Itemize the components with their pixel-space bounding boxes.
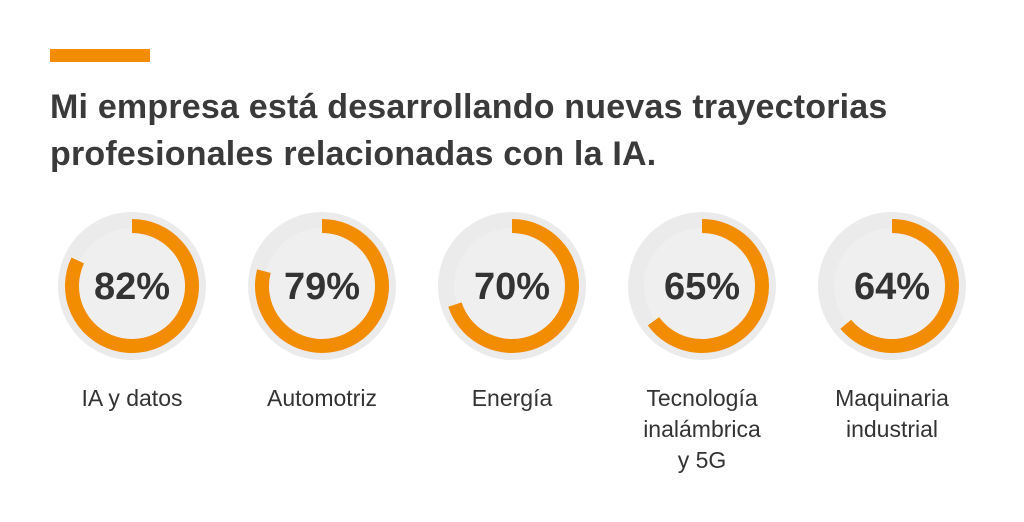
donut-item: 65% Tecnología inalámbrica y 5G — [628, 212, 776, 473]
donut-item: 79% Automotriz — [248, 212, 396, 411]
chart-title-line-2: profesionales relacionadas con la IA. — [50, 135, 657, 173]
donut-value-label: 64% — [854, 266, 930, 308]
donut-category-label-line: y 5G — [678, 447, 727, 473]
donut-category-label: Tecnología inalámbrica y 5G — [643, 385, 761, 473]
donut-value-arc — [448, 219, 579, 353]
donut-value-label: 79% — [284, 266, 360, 308]
donut-value-arc — [840, 219, 959, 353]
donut-inner-disc — [834, 228, 950, 344]
donut-value-label: 65% — [664, 266, 740, 308]
donut-value-label: 70% — [474, 266, 550, 308]
chart-title: Mi empresa está desarrollando nuevas tra… — [50, 84, 990, 178]
donut-category-label: IA y datos — [81, 385, 182, 411]
donut-category-label-line: Tecnología — [646, 385, 757, 411]
donut-item: 64% Maquinaria industrial — [818, 212, 966, 442]
donut-category-label-line: Energía — [472, 385, 553, 411]
donut-category-label-line: Maquinaria — [835, 385, 949, 411]
donut-inner-disc — [454, 228, 570, 344]
donut-inner-disc — [644, 228, 760, 344]
donut-value-label: 82% — [94, 266, 170, 308]
donut-category-label: Energía — [472, 385, 553, 411]
donut-category-label: Maquinaria industrial — [835, 385, 949, 442]
donut-value-arc — [255, 219, 389, 353]
donut-inner-disc — [74, 228, 190, 344]
donut-category-label: Automotriz — [267, 385, 377, 411]
donut-item: 70% Energía — [438, 212, 586, 411]
donut-category-label-line: IA y datos — [81, 385, 182, 411]
chart-title-line-1: Mi empresa está desarrollando nuevas tra… — [50, 88, 888, 126]
title-accent-bar — [50, 49, 150, 62]
donut-inner-disc — [264, 228, 380, 344]
donut-category-label-line: industrial — [846, 416, 938, 442]
donut-category-label-line: inalámbrica — [643, 416, 761, 442]
donut-value-arc — [65, 219, 199, 353]
donut-item: 82% IA y datos — [58, 212, 206, 411]
donut-category-label-line: Automotriz — [267, 385, 377, 411]
donut-value-arc — [647, 219, 769, 353]
